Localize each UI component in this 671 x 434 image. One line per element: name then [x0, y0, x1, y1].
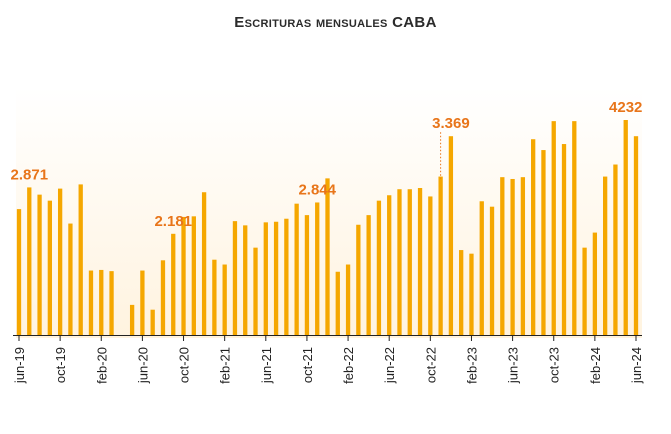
bar-jul-21 [273, 221, 279, 335]
bar-jun-22 [387, 195, 392, 335]
bar-nov-19 [68, 223, 73, 335]
bar-abr-22 [366, 215, 371, 335]
data-labels: 2.871 2.181 2.844 3.369 4232 [11, 99, 643, 230]
bar-feb-21 [222, 264, 227, 335]
bars-group [16, 120, 639, 335]
bar-ago-19 [37, 194, 42, 335]
bar-ago-23 [531, 139, 536, 335]
data-label-sep-20: 2.181 [154, 213, 192, 230]
tick-label-feb-22: feb-22 [341, 347, 356, 384]
bar-jun-20 [140, 270, 145, 335]
tick-label-oct-19: oct-19 [53, 347, 68, 383]
bar-dic-20 [201, 192, 207, 335]
bar-may-22 [376, 200, 382, 335]
bar-may-24 [623, 120, 628, 335]
tick-label-oct-22: oct-22 [423, 347, 438, 383]
data-label-jul-19: 2.871 [11, 166, 49, 183]
chart-title: Escrituras mensuales CABA [234, 14, 437, 31]
bar-jun-21 [263, 222, 268, 335]
bar-oct-21 [304, 215, 310, 335]
bar-dic-19 [78, 184, 83, 335]
bar-mar-22 [356, 224, 361, 335]
bar-dic-22 [448, 136, 454, 335]
tick-label-jun-19: jun-19 [12, 347, 27, 384]
bar-may-20 [129, 304, 135, 335]
bar-jun-19 [16, 209, 22, 335]
tick-label-oct-23: oct-23 [547, 347, 562, 383]
bar-sep-19 [47, 200, 52, 335]
bar-mar-23 [479, 201, 484, 335]
tick-label-jun-23: jun-23 [506, 347, 521, 384]
bar-ago-20 [160, 260, 166, 335]
bar-jul-23 [520, 177, 526, 335]
bar-jun-24 [633, 136, 639, 335]
x-tick-labels: jun-19 oct-19 feb-20 jun-20 oct-20 feb-21 jun-… [12, 347, 644, 384]
bar-may-21 [253, 247, 258, 335]
tick-label-feb-24: feb-24 [588, 347, 603, 384]
bar-oct-20 [181, 216, 186, 335]
tick-label-feb-21: feb-21 [218, 347, 233, 384]
data-label-dic-22: 3.369 [432, 115, 470, 132]
bar-mar-20 [109, 271, 114, 335]
bar-mar-24 [603, 176, 608, 335]
bar-ene-20 [88, 270, 94, 335]
bar-oct-23 [551, 121, 556, 335]
bar-ene-23 [459, 250, 464, 335]
bar-nov-21 [315, 202, 320, 335]
bar-ago-22 [407, 189, 412, 335]
bar-sep-22 [417, 188, 423, 335]
tick-label-feb-20: feb-20 [94, 347, 109, 384]
bar-dic-23 [572, 121, 577, 335]
tick-label-jun-22: jun-22 [382, 347, 397, 384]
bar-ene-22 [335, 271, 340, 335]
bar-jul-19 [27, 187, 32, 335]
bar-oct-22 [428, 196, 433, 335]
bar-feb-22 [345, 264, 351, 335]
bar-abr-21 [243, 225, 248, 335]
bar-mar-21 [232, 221, 238, 335]
tick-label-oct-21: oct-21 [300, 347, 315, 383]
bar-may-23 [500, 177, 505, 335]
data-label-may-24: 4232 [609, 99, 642, 116]
bar-sep-23 [541, 150, 546, 335]
tick-label-feb-23: feb-23 [464, 347, 479, 384]
bar-jul-22 [397, 189, 402, 335]
data-label-nov-21: 2.844 [298, 181, 336, 198]
bar-abr-24 [613, 164, 618, 335]
bar-jul-20 [150, 309, 155, 335]
bar-sep-21 [294, 203, 299, 335]
bar-nov-22 [438, 176, 443, 335]
bar-nov-23 [561, 144, 567, 335]
bar-nov-20 [191, 216, 196, 335]
bar-ene-21 [212, 259, 217, 335]
bar-dic-21 [325, 178, 330, 335]
tick-label-oct-20: oct-20 [177, 347, 192, 383]
bar-oct-19 [57, 188, 63, 335]
bar-feb-20 [99, 269, 104, 335]
tick-label-jun-24: jun-24 [629, 347, 644, 384]
x-tick-marks [18, 335, 637, 341]
bar-sep-20 [171, 233, 176, 335]
bar-jun-23 [510, 178, 515, 335]
tick-label-jun-21: jun-21 [259, 347, 274, 384]
bar-abr-23 [489, 206, 495, 335]
bar-ago-21 [284, 218, 289, 335]
bar-feb-24 [592, 232, 598, 335]
bar-feb-23 [469, 253, 474, 335]
tick-label-jun-20: jun-20 [135, 347, 150, 384]
bar-ene-24 [582, 247, 587, 335]
